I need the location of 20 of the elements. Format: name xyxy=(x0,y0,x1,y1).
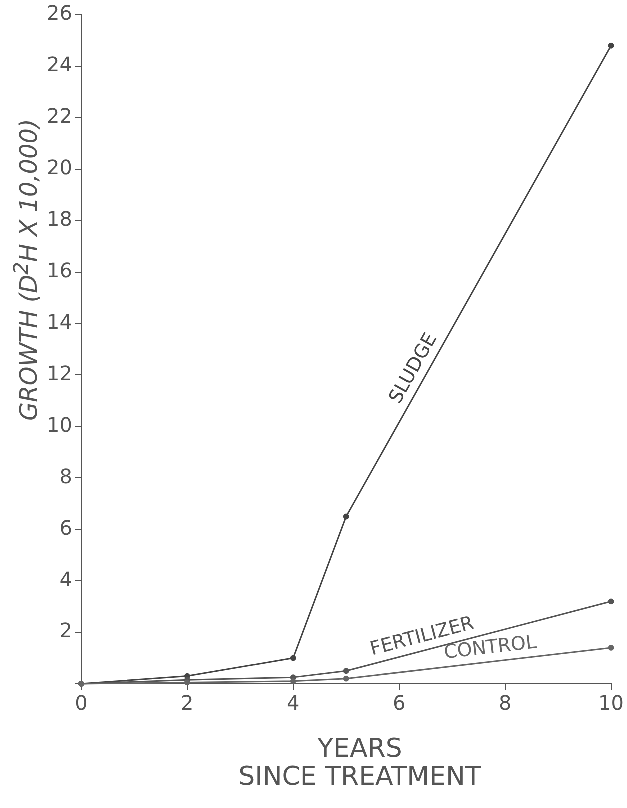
y-tick-label: 2 xyxy=(60,618,72,643)
x-tick-label: 10 xyxy=(598,691,624,716)
y-tick-label: 16 xyxy=(46,258,72,283)
y-tick-label: 12 xyxy=(46,361,72,386)
x-tick-label: 4 xyxy=(287,691,300,716)
y-tick-label: 6 xyxy=(60,516,72,540)
y-tick-label: 22 xyxy=(46,104,72,128)
x-axis-title: YEARS SINCE TREATMENT xyxy=(238,734,482,792)
y-tick-label: 10 xyxy=(46,412,72,437)
x-tick-label: 0 xyxy=(75,691,88,716)
x-tick-label: 8 xyxy=(498,691,512,716)
y-tick-label: 18 xyxy=(46,207,72,232)
y-tick-label: 24 xyxy=(46,52,72,77)
x-tick-label: 2 xyxy=(181,691,194,716)
y-tick-label: 20 xyxy=(46,156,72,180)
y-tick-label: 26 xyxy=(46,1,72,26)
x-tick-label: 6 xyxy=(392,691,406,716)
y-tick-label: 4 xyxy=(60,567,72,592)
y-tick-label: 8 xyxy=(60,464,72,488)
y-tick-label: 14 xyxy=(46,310,72,334)
